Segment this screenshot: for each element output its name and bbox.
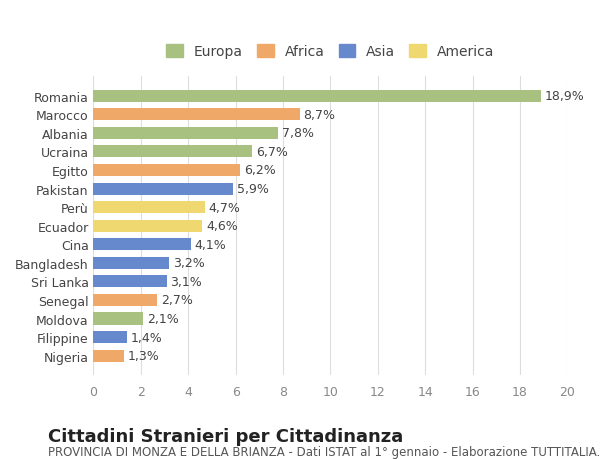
Text: 3,2%: 3,2% (173, 257, 205, 270)
Bar (94, 257, 169, 269)
Text: 3,1%: 3,1% (170, 275, 202, 288)
Text: 5,9%: 5,9% (237, 183, 269, 196)
Text: Cittadini Stranieri per Cittadinanza: Cittadini Stranieri per Cittadinanza (48, 427, 403, 445)
Bar (94, 109, 299, 121)
Legend: Europa, Africa, Asia, America: Europa, Africa, Asia, America (166, 45, 494, 59)
Bar (94, 128, 278, 140)
Text: 6,2%: 6,2% (244, 164, 275, 177)
Bar (94, 313, 143, 325)
Bar (94, 276, 167, 288)
Bar (94, 202, 205, 214)
Bar (94, 331, 127, 343)
Text: 7,8%: 7,8% (282, 127, 314, 140)
Text: 4,6%: 4,6% (206, 220, 238, 233)
Text: 1,3%: 1,3% (128, 349, 160, 362)
Text: 2,1%: 2,1% (147, 312, 179, 325)
Bar (94, 294, 157, 306)
Bar (94, 350, 124, 362)
Bar (94, 183, 233, 195)
Bar (94, 165, 241, 177)
Bar (94, 90, 541, 102)
Text: 8,7%: 8,7% (303, 109, 335, 122)
Text: 18,9%: 18,9% (545, 90, 584, 103)
Text: 4,7%: 4,7% (208, 201, 240, 214)
Text: 2,7%: 2,7% (161, 294, 193, 307)
Bar (94, 239, 191, 251)
Text: 1,4%: 1,4% (130, 331, 162, 344)
Text: PROVINCIA DI MONZA E DELLA BRIANZA - Dati ISTAT al 1° gennaio - Elaborazione TUT: PROVINCIA DI MONZA E DELLA BRIANZA - Dat… (48, 445, 600, 458)
Text: 4,1%: 4,1% (194, 238, 226, 251)
Bar (94, 220, 202, 232)
Bar (94, 146, 252, 158)
Text: 6,7%: 6,7% (256, 146, 287, 158)
